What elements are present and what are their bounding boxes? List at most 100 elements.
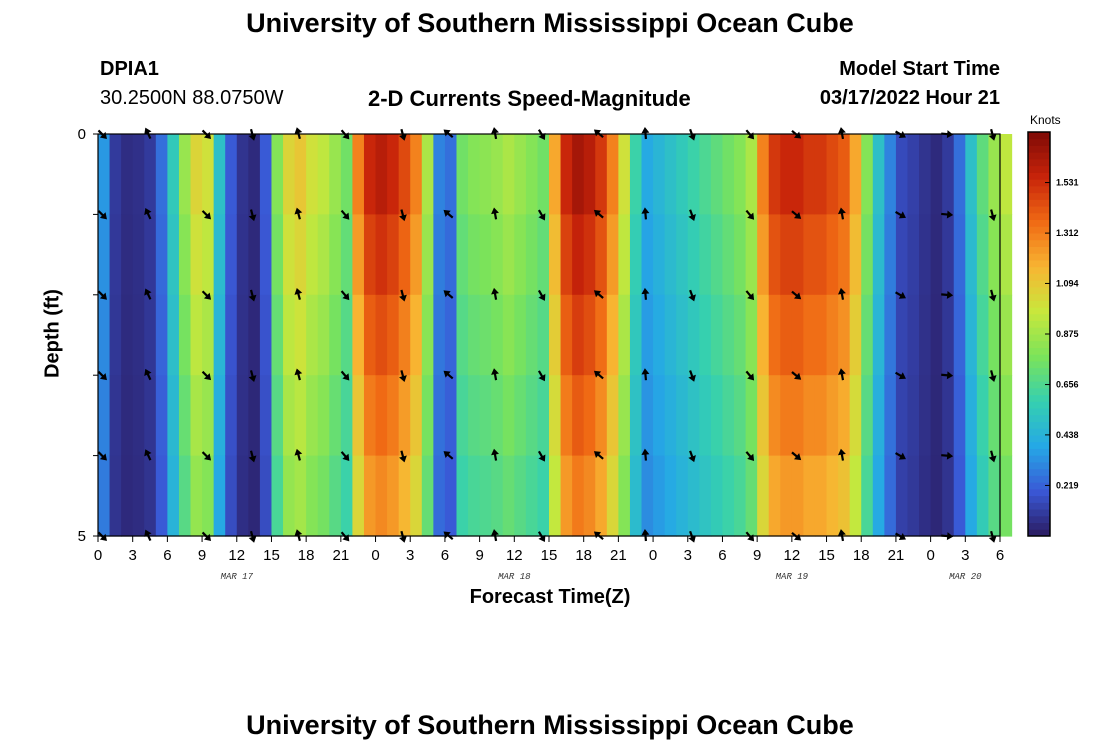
heatmap-cell — [838, 294, 851, 376]
model-start-label: Model Start Time — [839, 58, 1000, 80]
heatmap-cell — [283, 294, 296, 376]
heatmap-cell — [329, 455, 342, 537]
current-arrow-head — [793, 131, 802, 139]
current-arrow — [491, 127, 499, 140]
heatmap-cell — [537, 134, 550, 215]
x-tick-label: 3 — [129, 547, 137, 564]
heatmap-cell — [895, 294, 909, 376]
current-arrow-head — [203, 373, 212, 381]
heatmap-cell — [225, 455, 238, 537]
heatmap-cell — [144, 294, 157, 376]
current-arrow-head — [294, 529, 303, 537]
heatmap-cell — [167, 294, 180, 376]
current-arrow-head — [988, 214, 997, 222]
heatmap-cell — [942, 455, 955, 537]
current-arrow — [537, 370, 546, 382]
colorbar-swatch — [1028, 138, 1050, 146]
heatmap-cell — [375, 455, 388, 537]
heatmap-cell — [1000, 214, 1013, 296]
current-arrow-shaft — [493, 373, 498, 381]
current-arrow — [895, 371, 906, 380]
current-arrow-shaft — [644, 453, 648, 461]
heatmap-cell — [479, 214, 492, 296]
colorbar-swatch — [1028, 441, 1050, 449]
current-arrow — [688, 289, 696, 302]
heatmap-cell — [248, 214, 261, 296]
heatmap-cell — [849, 134, 862, 215]
heatmap-cell — [826, 294, 839, 376]
current-arrow — [144, 368, 152, 381]
heatmap-cell — [167, 375, 180, 457]
current-arrow — [688, 209, 696, 221]
heatmap-cell — [965, 214, 978, 296]
current-arrow — [988, 128, 997, 141]
heatmap-cell — [606, 294, 619, 376]
heatmap-cell — [930, 294, 943, 376]
current-arrow — [941, 290, 954, 299]
current-arrow — [248, 128, 257, 141]
current-arrow-shaft — [340, 290, 347, 298]
footer-title: University of Southern Mississippi Ocean… — [246, 710, 854, 740]
heatmap-cell — [202, 214, 215, 296]
current-arrow-head — [491, 448, 499, 456]
current-arrow — [399, 530, 407, 543]
heatmap-cell — [988, 214, 1001, 296]
heatmap-cell — [838, 214, 851, 296]
current-arrow-shaft — [297, 453, 301, 461]
heatmap-cell — [283, 214, 296, 296]
colorbar-tick-label: 1.312 — [1056, 228, 1079, 238]
current-arrow-shaft — [990, 370, 994, 378]
heatmap-cell — [410, 455, 423, 537]
x-tick-label: 6 — [718, 547, 726, 564]
heatmap-cell — [236, 455, 249, 537]
heatmap-cell — [676, 214, 689, 296]
current-arrow — [641, 127, 650, 140]
heatmap-cell — [629, 214, 643, 296]
heatmap-cell — [919, 294, 932, 376]
heatmap-cell — [537, 214, 550, 296]
current-arrow-head — [491, 287, 499, 295]
colorbar-swatch — [1028, 165, 1050, 173]
y-axis: 05 — [78, 126, 98, 545]
current-arrow — [97, 451, 107, 461]
heatmap-cell — [109, 134, 122, 215]
current-arrow-head — [946, 371, 954, 380]
heatmap-cell — [653, 375, 666, 457]
colorbar-swatch — [1028, 421, 1050, 429]
heatmap-cell — [953, 134, 966, 215]
colorbar-tick-label: 1.531 — [1056, 178, 1079, 188]
heatmap-cell — [687, 455, 700, 537]
heatmap-cell — [849, 455, 862, 537]
current-arrow — [688, 128, 696, 141]
heatmap-cell — [595, 294, 608, 376]
current-arrow-head — [144, 208, 152, 216]
heatmap-cell — [919, 134, 932, 215]
current-arrow-head — [248, 455, 257, 463]
heatmap-cell — [121, 134, 134, 215]
heatmap-cell — [144, 375, 157, 457]
colorbar: 0.219 0.438 0.656 0.875 1.094 1.312 1.531 — [1027, 131, 1079, 537]
heatmap-cell — [259, 375, 273, 457]
heatmap-cell — [560, 375, 573, 457]
current-arrow-head — [294, 368, 303, 376]
colorbar-swatch — [1028, 475, 1050, 483]
current-arrow-head — [294, 127, 303, 135]
heatmap-cell — [942, 134, 955, 215]
colorbar-swatch — [1028, 367, 1050, 375]
current-arrow — [641, 368, 650, 381]
heatmap-cell — [872, 375, 885, 457]
heatmap-cell — [618, 214, 631, 296]
heatmap-cell — [109, 375, 122, 457]
current-arrow — [399, 370, 407, 382]
heatmap-cell — [259, 214, 273, 296]
heatmap-cell — [98, 375, 111, 457]
current-arrow-head — [443, 290, 451, 298]
heatmap-cell — [884, 455, 897, 537]
heatmap-cell — [121, 294, 134, 376]
current-arrow-head — [988, 294, 997, 302]
heatmap-cell — [722, 294, 735, 376]
heatmap-cell — [549, 134, 562, 215]
colorbar-swatch — [1028, 293, 1050, 301]
heatmap-cell — [826, 214, 839, 296]
heatmap-cell — [826, 375, 839, 457]
